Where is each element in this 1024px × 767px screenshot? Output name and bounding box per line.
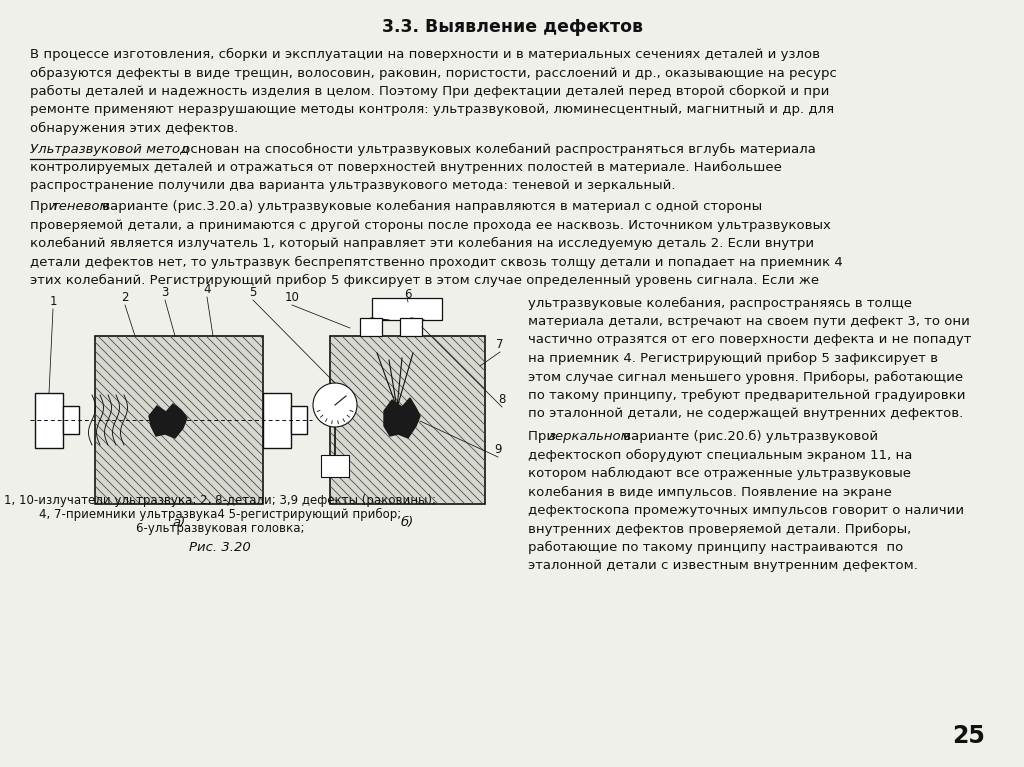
Text: частично отразятся от его поверхности дефекта и не попадут: частично отразятся от его поверхности де… <box>528 334 972 347</box>
Circle shape <box>313 383 357 427</box>
Text: работающие по такому принципу настраиваются  по: работающие по такому принципу настраиваю… <box>528 541 903 554</box>
Text: 6-ультразвуковая головка;: 6-ультразвуковая головка; <box>136 522 304 535</box>
Text: При: При <box>528 430 559 443</box>
Text: 10: 10 <box>285 291 299 304</box>
Bar <box>63 406 79 434</box>
Text: варианте (рис.3.20.а) ультразвуковые колебания направляются в материал с одной с: варианте (рис.3.20.а) ультразвуковые кол… <box>98 200 762 213</box>
Bar <box>95 336 263 504</box>
Text: колебаний является излучатель 1, который направляет эти колебания на исследуемую: колебаний является излучатель 1, который… <box>30 237 814 250</box>
Text: 8: 8 <box>499 393 506 406</box>
Text: эталонной детали с известным внутренним дефектом.: эталонной детали с известным внутренним … <box>528 559 918 572</box>
Text: этом случае сигнал меньшего уровня. Приборы, работающие: этом случае сигнал меньшего уровня. Приб… <box>528 370 964 384</box>
Text: материала детали, встречают на своем пути дефект 3, то они: материала детали, встречают на своем пут… <box>528 315 970 328</box>
Text: 4: 4 <box>203 283 211 296</box>
Text: При: При <box>30 200 61 213</box>
Text: дефектоскоп оборудуют специальным экраном 11, на: дефектоскоп оборудуют специальным экрано… <box>528 449 912 462</box>
Text: детали дефектов нет, то ультразвук беспрепятственно проходит сквозь толщу детали: детали дефектов нет, то ультразвук беспр… <box>30 255 843 268</box>
Text: по эталонной детали, не содержащей внутренних дефектов.: по эталонной детали, не содержащей внутр… <box>528 407 964 420</box>
Bar <box>263 393 291 448</box>
Text: 3.3. Выявление дефектов: 3.3. Выявление дефектов <box>382 18 642 36</box>
Bar <box>400 318 422 336</box>
Text: а): а) <box>172 516 185 529</box>
Text: распространение получили два варианта ультразвукового метода: теневой и зеркальн: распространение получили два варианта ул… <box>30 179 676 193</box>
Text: 9: 9 <box>495 443 502 456</box>
Text: теневом: теневом <box>51 200 110 213</box>
Text: 5: 5 <box>249 286 257 299</box>
Text: по такому принципу, требуют предварительной градуировки: по такому принципу, требуют предваритель… <box>528 389 966 402</box>
Text: колебания в виде импульсов. Появление на экране: колебания в виде импульсов. Появление на… <box>528 486 892 499</box>
Text: 4, 7-приемники ультразвука4 5-регистрирующий прибор;: 4, 7-приемники ультразвука4 5-регистриру… <box>39 508 401 521</box>
Bar <box>291 406 307 434</box>
Text: Рис. 3.20: Рис. 3.20 <box>189 541 251 554</box>
Bar <box>35 393 63 448</box>
Text: этих колебаний. Регистрирующий прибор 5 фиксирует в этом случае определенный уро: этих колебаний. Регистрирующий прибор 5 … <box>30 274 819 287</box>
Text: контролируемых деталей и отражаться от поверхностей внутренних полостей в матери: контролируемых деталей и отражаться от п… <box>30 161 782 174</box>
Text: зеркальном: зеркальном <box>549 430 632 443</box>
Text: В процессе изготовления, сборки и эксплуатации на поверхности и в материальных с: В процессе изготовления, сборки и эксплу… <box>30 48 820 61</box>
Text: 6: 6 <box>404 288 412 301</box>
Polygon shape <box>384 398 420 438</box>
Polygon shape <box>150 404 187 438</box>
Text: 2: 2 <box>121 291 129 304</box>
Text: обнаружения этих дефектов.: обнаружения этих дефектов. <box>30 122 239 135</box>
Text: 1, 10-излучатели ультразвука; 2, 8-детали; 3,9 дефекты (раковины);: 1, 10-излучатели ультразвука; 2, 8-детал… <box>4 494 436 507</box>
Text: работы деталей и надежность изделия в целом. Поэтому При дефектации деталей пере: работы деталей и надежность изделия в це… <box>30 85 829 98</box>
Text: на приемник 4. Регистрирующий прибор 5 зафиксирует в: на приемник 4. Регистрирующий прибор 5 з… <box>528 352 938 365</box>
Text: котором наблюдают все отраженные ультразвуковые: котором наблюдают все отраженные ультраз… <box>528 467 911 480</box>
Text: Ультразвуковой метод: Ультразвуковой метод <box>30 143 189 156</box>
Text: 7: 7 <box>497 338 504 351</box>
Bar <box>330 336 485 504</box>
Text: образуются дефекты в виде трещин, волосовин, раковин, пористости, расслоений и д: образуются дефекты в виде трещин, волосо… <box>30 67 837 80</box>
Text: 3: 3 <box>162 286 169 299</box>
Text: ультразвуковые колебания, распространяясь в толще: ультразвуковые колебания, распространяяс… <box>528 297 912 310</box>
Text: 25: 25 <box>952 724 985 748</box>
Text: дефектоскопа промежуточных импульсов говорит о наличии: дефектоскопа промежуточных импульсов гов… <box>528 504 965 517</box>
Text: ремонте применяют неразрушающие методы контроля: ультразвуковой, люминесцентный,: ремонте применяют неразрушающие методы к… <box>30 104 835 117</box>
Text: проверяемой детали, а принимаются с другой стороны после прохода ее насквозь. Ис: проверяемой детали, а принимаются с друг… <box>30 219 830 232</box>
Text: б): б) <box>400 516 414 529</box>
Bar <box>360 318 382 336</box>
Text: основан на способности ультразвуковых колебаний распространяться вглубь материал: основан на способности ультразвуковых ко… <box>178 143 816 156</box>
Text: внутренних дефектов проверяемой детали. Приборы,: внутренних дефектов проверяемой детали. … <box>528 522 911 535</box>
Text: варианте (рис.20.б) ультразвуковой: варианте (рис.20.б) ультразвуковой <box>618 430 879 443</box>
Bar <box>372 298 442 320</box>
Bar <box>321 455 349 477</box>
Text: 1: 1 <box>49 295 56 308</box>
